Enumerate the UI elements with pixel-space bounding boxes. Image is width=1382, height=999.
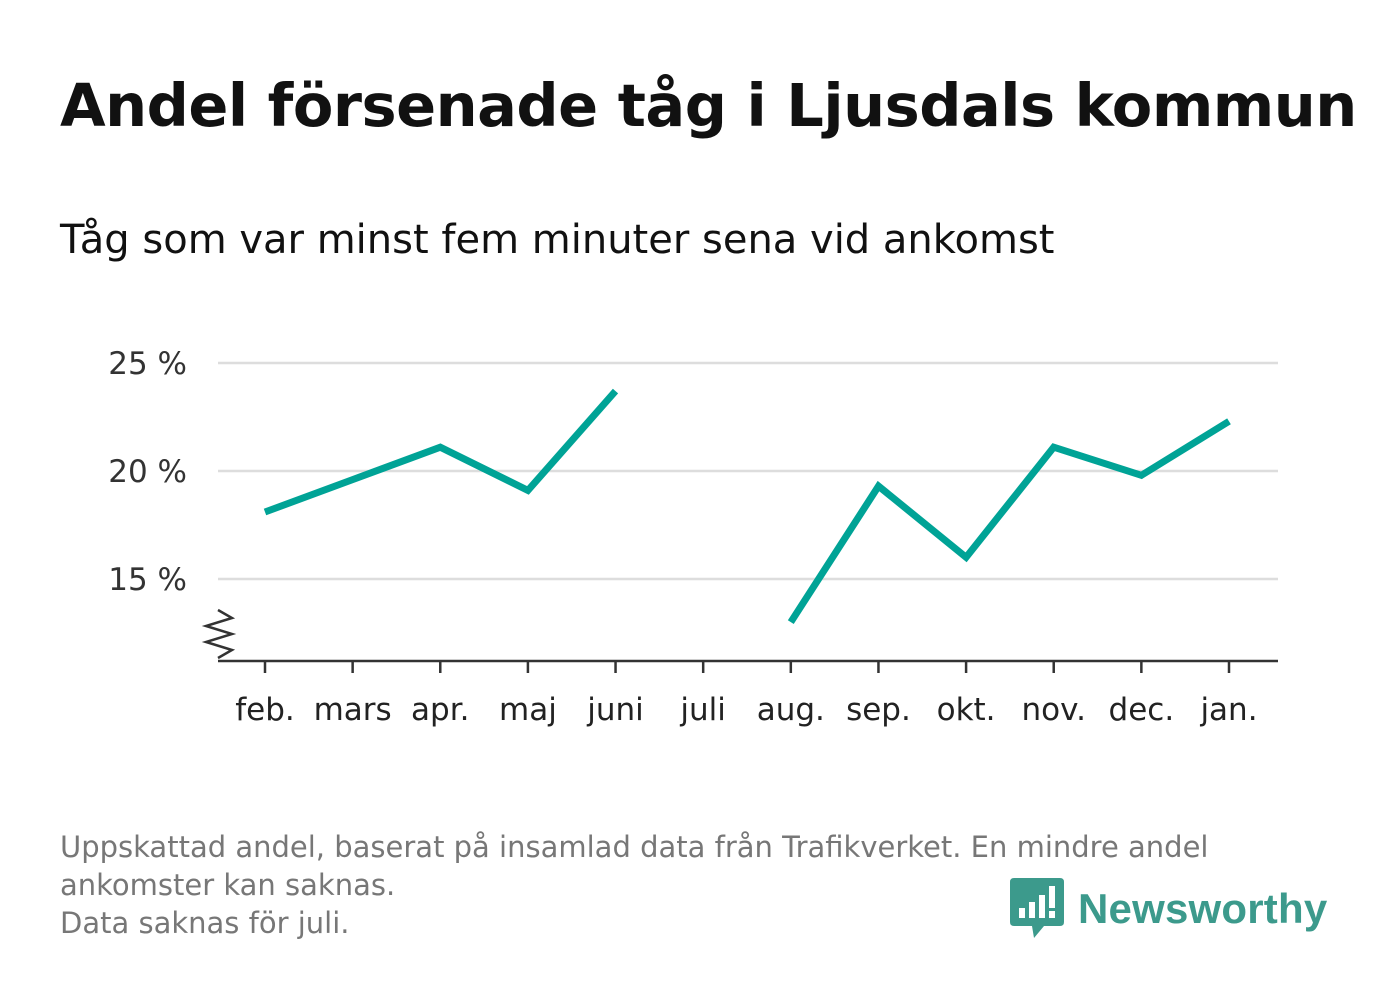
x-tick-label: sep.	[846, 692, 911, 728]
x-tick-label: aug.	[757, 692, 825, 728]
chart-title: Andel försenade tåg i Ljusdals kommun	[60, 71, 1357, 140]
x-tick-label: jan.	[1199, 692, 1257, 728]
x-tick-label: mars	[314, 692, 392, 728]
series-group	[263, 388, 1231, 624]
x-tick-label: juni	[586, 692, 644, 728]
x-tick-label: okt.	[937, 692, 996, 728]
footer-note-missing: Data saknas för juli.	[60, 906, 350, 940]
chart-subtitle: Tåg som var minst fem minuter sena vid a…	[60, 217, 1055, 263]
y-axis-break-icon	[201, 608, 237, 660]
y-tick-label: 15 %	[108, 562, 187, 598]
x-tick-label: nov.	[1022, 692, 1086, 728]
x-axis-ticks: feb. mars apr. maj juni juli aug. sep. okt. nov. d…	[235, 661, 1258, 728]
footer-note-source: Uppskattad andel, baserat på insamlad da…	[60, 830, 1209, 902]
series-line	[263, 388, 619, 516]
x-tick-label: dec.	[1109, 692, 1175, 728]
footer-notes: Uppskattad andel, baserat på insamlad da…	[60, 828, 1320, 942]
y-axis-ticks: 15 % 20 % 25 %	[108, 346, 187, 598]
newsworthy-chart-bubble-icon	[1010, 878, 1064, 938]
y-tick-label: 25 %	[108, 346, 187, 382]
y-tick-label: 20 %	[108, 454, 187, 490]
x-tick-label: juli	[679, 692, 726, 728]
logo-text: Newsworthy	[1078, 885, 1328, 932]
x-tick-label: apr.	[411, 692, 469, 728]
x-tick-label: maj	[499, 692, 557, 728]
series-line	[787, 418, 1231, 624]
newsworthy-logo: Newsworthy	[1010, 878, 1327, 940]
gridlines	[218, 361, 1278, 581]
x-tick-label: feb.	[235, 692, 295, 728]
